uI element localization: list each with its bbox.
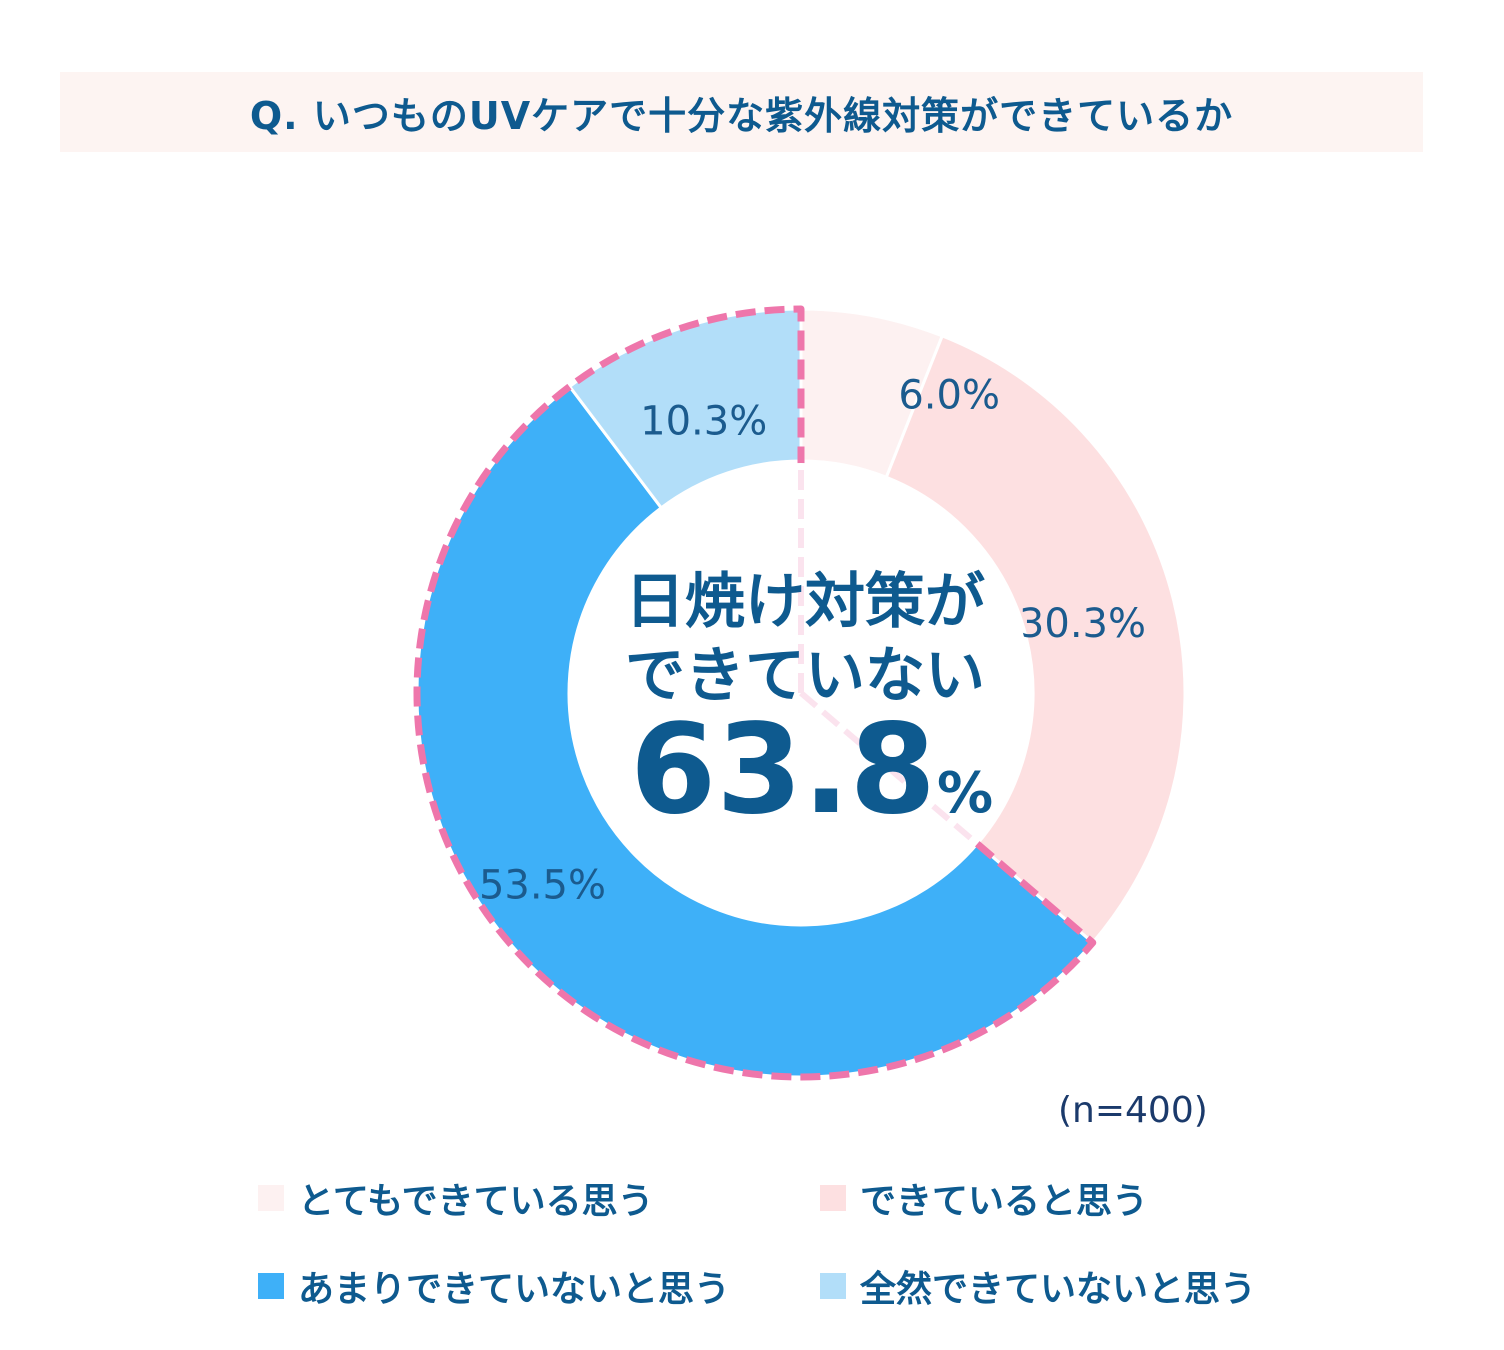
center-text-line-1: 日焼け対策が	[625, 567, 985, 637]
legend-item-not-at-all: 全然できていないと思う	[820, 1260, 1256, 1312]
legend-label: とてもできている思う	[298, 1181, 654, 1222]
slice-value-label-2: 53.5%	[479, 863, 606, 909]
legend-swatch	[820, 1273, 846, 1299]
legend-swatch	[258, 1273, 284, 1299]
legend-item-not-much: あまりできていないと思う	[258, 1260, 730, 1312]
highlight-outline	[413, 305, 1097, 1081]
sample-size: (n=400)	[1058, 1090, 1208, 1131]
slice-value-label-3: 10.3%	[640, 399, 767, 445]
legend-item-somewhat: できていると思う	[820, 1172, 1148, 1224]
highlight-inner-lines	[798, 465, 977, 844]
slice-value-label-0: 6.0%	[898, 372, 1000, 418]
slice-1	[884, 333, 1187, 945]
legend-label: 全然できていないと思う	[860, 1269, 1257, 1310]
legend-label: あまりできていないと思う	[298, 1269, 731, 1310]
center-text-line-2: できていない	[625, 641, 985, 711]
legend-item-very-much: とてもできている思う	[258, 1172, 654, 1224]
center-value: 63.8	[630, 698, 936, 842]
legend-swatch	[820, 1185, 846, 1211]
legend-swatch	[258, 1185, 284, 1211]
center-unit: %	[937, 761, 993, 826]
chart-title: Q. いつものUVケアで十分な紫外線対策ができているか	[249, 93, 1234, 138]
title-bar: Q. いつものUVケアで十分な紫外線対策ができているか	[60, 72, 1423, 152]
legend-label: できていると思う	[860, 1181, 1149, 1222]
slice-value-label-1: 30.3%	[1019, 601, 1146, 647]
